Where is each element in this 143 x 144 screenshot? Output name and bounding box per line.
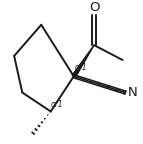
Text: O: O xyxy=(89,1,99,14)
Polygon shape xyxy=(72,45,94,77)
Text: or1: or1 xyxy=(75,63,88,72)
Text: or1: or1 xyxy=(51,100,63,109)
Text: N: N xyxy=(128,86,138,99)
